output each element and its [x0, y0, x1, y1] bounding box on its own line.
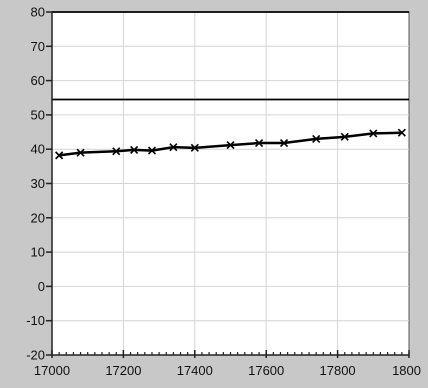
x-tick-label: 17400	[177, 363, 213, 378]
x-tick-label: 17600	[248, 363, 284, 378]
data-point-marker	[190, 143, 199, 152]
data-point-marker	[397, 128, 406, 137]
marker-stroke	[312, 134, 321, 143]
y-axis: -20 -10 0 10 20 30 40 50 60 70 80	[26, 5, 53, 363]
data-point-marker	[369, 129, 378, 138]
y-tick-label: 80	[31, 5, 45, 20]
marker-stroke	[130, 145, 139, 154]
data-point-marker	[254, 138, 264, 148]
marker-stroke	[76, 148, 85, 157]
data-point-marker	[130, 145, 139, 154]
marker-stroke	[340, 132, 349, 141]
y-tick-label: 20	[31, 210, 45, 225]
marker-stroke	[190, 143, 199, 152]
y-tick-label: 60	[31, 73, 45, 88]
data-point-marker	[169, 143, 178, 152]
data-point-marker	[279, 138, 289, 148]
y-tick-label: -10	[26, 313, 45, 328]
x-tick-label: 17200	[105, 363, 141, 378]
series-line	[58, 131, 402, 157]
marker-stroke	[279, 138, 289, 148]
y-tick-label: 50	[31, 107, 45, 122]
y-tick-label: 10	[31, 245, 45, 260]
data-point-marker	[76, 148, 85, 157]
y-tick-label: 30	[31, 176, 45, 191]
y-tick-label: 0	[38, 279, 45, 294]
marker-stroke	[55, 151, 64, 160]
marker-stroke	[254, 138, 264, 148]
marker-stroke	[369, 129, 378, 138]
series-group	[52, 11, 409, 160]
y-tick-label: 40	[31, 142, 45, 157]
marker-stroke	[147, 146, 157, 155]
marker-stroke	[169, 143, 178, 152]
data-point-marker	[147, 146, 157, 155]
data-point-marker	[226, 141, 235, 150]
x-tick-label: 17000	[34, 363, 70, 378]
grid	[52, 12, 409, 355]
x-tick-label: 17800	[320, 363, 356, 378]
y-tick-label: -20	[26, 348, 45, 363]
x-tick-label: 1800	[392, 363, 421, 378]
data-point-marker	[340, 132, 349, 141]
data-point-marker	[112, 147, 121, 156]
data-point-marker	[55, 151, 64, 160]
y-tick-label: 70	[31, 39, 45, 54]
marker-stroke	[226, 141, 235, 150]
marker-stroke	[397, 128, 406, 137]
data-point-marker	[312, 134, 321, 143]
marker-stroke	[112, 147, 121, 156]
x-axis: 17000 17200 17400 17600 17800 1800	[34, 350, 421, 378]
